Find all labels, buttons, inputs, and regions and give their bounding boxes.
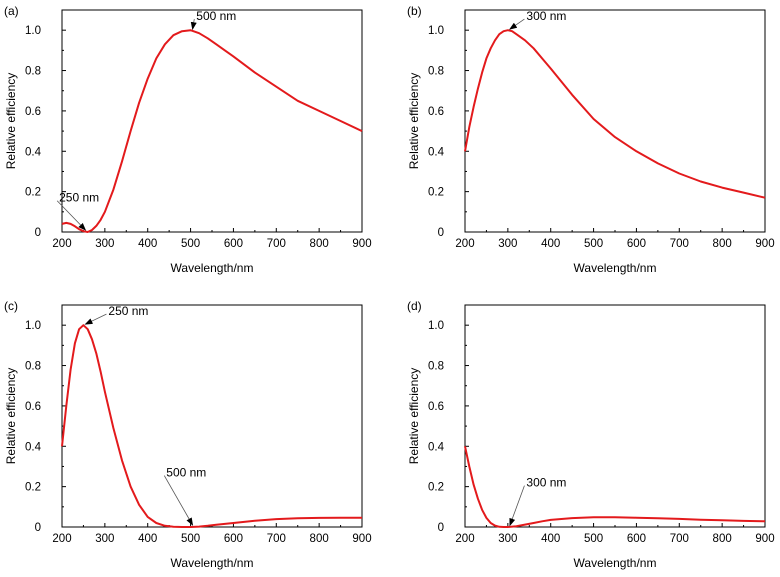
x-axis-title: Wavelength/nm — [574, 556, 657, 570]
efficiency-curve — [61, 324, 362, 528]
y-axis-title: Relative efficiency — [4, 368, 18, 465]
y-tick-label: 0.8 — [25, 66, 41, 78]
annotation-arrow — [509, 18, 525, 30]
y-tick-label: 1.0 — [428, 320, 444, 332]
x-tick-label: 300 — [95, 238, 114, 250]
x-tick-label: 700 — [267, 533, 286, 545]
y-tick-label: 0 — [35, 522, 41, 534]
annotation-label: 250 nm — [59, 191, 99, 205]
x-axis-title: Wavelength/nm — [171, 261, 254, 275]
y-tick-label: 0.8 — [428, 361, 444, 373]
x-tick-label: 400 — [541, 238, 560, 250]
chart-panel-4: 200 300 400 500 600 700 800 900 0 0.2 0.4 0.6 0.8 1.0… — [407, 299, 775, 570]
y-tick-label: 0.2 — [428, 187, 444, 199]
y-tick-label: 0.6 — [428, 106, 444, 118]
x-tick-label: 600 — [627, 533, 646, 545]
x-tick-label: 300 — [498, 533, 517, 545]
x-tick-label: 700 — [670, 238, 689, 250]
plot-frame — [464, 304, 766, 528]
annotation-arrow — [84, 313, 107, 325]
annotation-arrow — [163, 475, 194, 526]
y-tick-label: 0.4 — [25, 146, 42, 158]
efficiency-curve — [464, 446, 766, 528]
panel-label: (d) — [407, 299, 422, 313]
x-tick-label: 500 — [181, 238, 200, 250]
annotation-arrow — [509, 485, 525, 527]
x-tick-label: 300 — [95, 533, 114, 545]
y-tick-label: 0.4 — [25, 441, 42, 453]
annotation-label: 250 nm — [108, 304, 148, 318]
x-tick-label: 200 — [455, 238, 474, 250]
x-tick-label: 500 — [584, 238, 603, 250]
y-tick-label: 0.4 — [428, 441, 445, 453]
y-tick-label: 0.2 — [25, 187, 41, 199]
y-tick-label: 0.6 — [25, 401, 41, 413]
x-tick-label: 600 — [224, 533, 243, 545]
x-tick-label: 200 — [455, 533, 474, 545]
x-tick-label: 600 — [224, 238, 243, 250]
y-tick-label: 0 — [438, 227, 444, 239]
x-tick-label: 300 — [498, 238, 517, 250]
y-tick-label: 0.8 — [25, 361, 41, 373]
panel-label: (b) — [407, 4, 422, 18]
x-tick-label: 500 — [181, 533, 200, 545]
plot-frame — [61, 9, 363, 233]
x-tick-label: 800 — [713, 533, 732, 545]
x-tick-label: 900 — [755, 533, 774, 545]
y-axis-title: Relative efficiency — [4, 73, 18, 170]
x-tick-label: 800 — [310, 238, 329, 250]
y-tick-label: 0 — [438, 522, 444, 534]
y-axis-title: Relative efficiency — [407, 368, 421, 465]
y-tick-label: 0.8 — [428, 66, 444, 78]
y-tick-label: 0.2 — [428, 482, 444, 494]
panel-label: (c) — [4, 299, 18, 313]
plot-frame — [61, 304, 363, 528]
y-tick-label: 1.0 — [25, 25, 41, 37]
chart-panel-1: 200 300 400 500 600 700 800 900 0 0.2 0.4 0.6 0.8 1.0… — [4, 4, 372, 275]
annotation-label: 300 nm — [526, 9, 566, 23]
x-tick-label: 900 — [352, 238, 371, 250]
x-tick-label: 900 — [352, 533, 371, 545]
x-tick-label: 400 — [541, 533, 560, 545]
annotation-arrow — [190, 19, 197, 31]
x-tick-label: 200 — [52, 533, 71, 545]
y-tick-label: 0.2 — [25, 482, 41, 494]
plot-frame — [464, 9, 766, 233]
y-tick-label: 0.6 — [25, 106, 41, 118]
annotation-arrow — [56, 200, 87, 231]
x-tick-label: 200 — [52, 238, 71, 250]
efficiency-curve — [61, 29, 363, 233]
x-tick-label: 400 — [138, 238, 157, 250]
y-axis-title: Relative efficiency — [407, 73, 421, 170]
panel-label: (a) — [4, 4, 19, 18]
x-tick-label: 600 — [627, 238, 646, 250]
x-tick-label: 800 — [713, 238, 732, 250]
x-tick-label: 700 — [267, 238, 286, 250]
x-tick-label: 400 — [138, 533, 157, 545]
x-axis-title: Wavelength/nm — [171, 556, 254, 570]
efficiency-curve — [464, 29, 766, 199]
x-tick-label: 900 — [755, 238, 774, 250]
x-axis-title: Wavelength/nm — [574, 261, 657, 275]
chart-panel-3: 200 300 400 500 600 700 800 900 0 0.2 0.4 0.6 0.8 1.0… — [4, 299, 372, 570]
y-tick-label: 0 — [35, 227, 41, 239]
x-tick-label: 500 — [584, 533, 603, 545]
x-tick-label: 800 — [310, 533, 329, 545]
annotation-label: 500 nm — [196, 9, 236, 23]
y-tick-label: 0.4 — [428, 146, 445, 158]
x-tick-label: 700 — [670, 533, 689, 545]
chart-panel-2: 200 300 400 500 600 700 800 900 0 0.2 0.4 0.6 0.8 1.0… — [407, 4, 775, 275]
annotation-label: 500 nm — [166, 466, 206, 480]
y-tick-label: 0.6 — [428, 401, 444, 413]
y-tick-label: 1.0 — [25, 320, 41, 332]
y-tick-label: 1.0 — [428, 25, 444, 37]
annotation-label: 300 nm — [526, 476, 566, 490]
